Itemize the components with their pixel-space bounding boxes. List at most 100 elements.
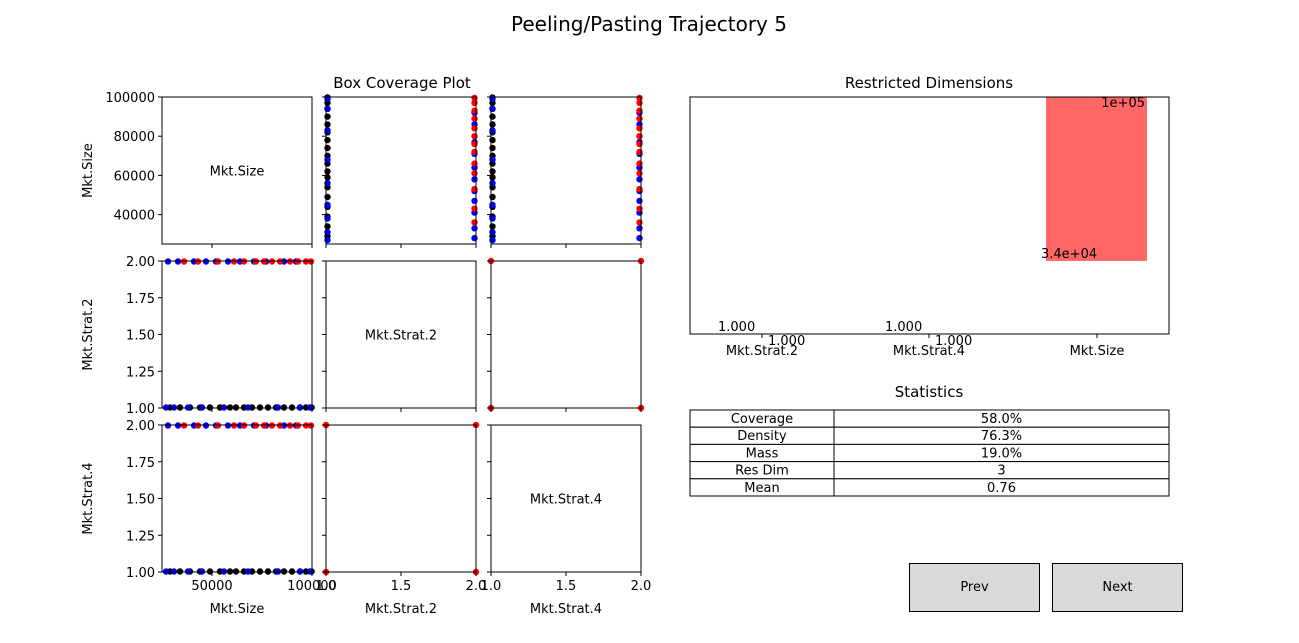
bar-low-label: 1.000	[718, 320, 755, 335]
x-tick-label: 2.0	[466, 579, 487, 594]
bar-group-Mkt.Size: 1e+05 3.4e+04 Mkt.Size	[1041, 96, 1147, 359]
scatter-point	[489, 127, 496, 134]
restricted-dimensions-title: Restricted Dimensions	[845, 74, 1013, 92]
table-row-label: Mass	[746, 446, 779, 461]
subplot-frame	[325, 96, 477, 245]
diagonal-label: Mkt.Strat.4	[530, 493, 602, 508]
scatter-point	[636, 225, 643, 232]
scatter-point	[489, 223, 496, 230]
scatter-point	[489, 229, 496, 236]
next-button[interactable]: Next	[1052, 563, 1183, 612]
subplot-Mkt.Size-vs-Mkt.Size: Mkt.Size	[161, 96, 313, 245]
category-label: Mkt.Strat.2	[726, 344, 798, 359]
scatter-point	[471, 94, 478, 102]
x-tick-label: 50000	[191, 579, 232, 594]
subplot-Mkt.Size-vs-Mkt.Strat.2	[324, 94, 478, 245]
subplot-Mkt.Strat.2-vs-Mkt.Strat.4	[487, 257, 645, 412]
scatter-point	[471, 176, 478, 183]
scatter-point	[324, 229, 331, 236]
subplot-frame	[490, 260, 642, 409]
scatter-point	[324, 168, 331, 175]
scatter-point	[489, 156, 496, 163]
subplot-frame	[161, 260, 313, 409]
y-tick-label: 1.00	[126, 566, 155, 581]
scatter-point	[471, 225, 478, 232]
table-row: Res Dim 3	[689, 461, 1170, 480]
x-tick-label: 1.0	[481, 579, 502, 594]
scatter-point	[471, 115, 478, 122]
scatter-point	[636, 219, 643, 226]
scatter-point	[471, 160, 478, 167]
scatter-point	[471, 125, 478, 132]
diagonal-label: Mkt.Strat.2	[365, 329, 437, 344]
scatter-point	[489, 236, 496, 244]
y-tick-label: 1.00	[126, 402, 155, 417]
y-axis-label: Mkt.Strat.4	[81, 462, 96, 534]
scatter-point	[324, 121, 331, 128]
table-row-value: 3	[997, 464, 1005, 479]
x-tick-label: 1.5	[391, 579, 412, 594]
subplot-Mkt.Strat.2-vs-Mkt.Strat.2: Mkt.Strat.2	[325, 260, 477, 409]
scatter-point	[636, 125, 643, 132]
table-row-label: Coverage	[731, 412, 793, 427]
scatter-point	[471, 205, 478, 212]
table-row: Density 76.3%	[689, 426, 1170, 445]
x-axis-label: Mkt.Strat.2	[365, 602, 437, 617]
x-tick-label: 2.0	[631, 579, 652, 594]
table-row-value: 19.0%	[981, 446, 1022, 461]
statistics-table: Coverage 58.0%Density 76.3%Mass 19.0%Res Di…	[689, 409, 1170, 497]
scatter-point	[324, 144, 331, 152]
scatter-point	[636, 115, 643, 122]
scatter-point	[471, 185, 478, 193]
diagonal-label: Mkt.Size	[210, 165, 265, 180]
x-axis-label: Mkt.Strat.4	[530, 602, 602, 617]
subplot-Mkt.Strat.2-vs-Mkt.Size	[161, 258, 315, 411]
x-tick-label: 100000	[287, 579, 337, 594]
scatter-point	[489, 180, 496, 187]
subplot-frame	[161, 424, 313, 573]
figure-title: Peeling/Pasting Trajectory 5	[511, 12, 787, 36]
statistics-title: Statistics	[895, 383, 964, 401]
y-tick-label: 1.75	[126, 456, 155, 471]
x-axis-label: Mkt.Size	[210, 602, 265, 617]
scatter-matrix: Mkt.Size Mkt.Strat.2 Mkt.Strat.4 40000 60000…	[81, 91, 651, 617]
bar-high-label: 1.000	[935, 334, 972, 349]
scatter-point	[489, 121, 496, 128]
scatter-point	[324, 156, 331, 163]
scatter-point	[471, 197, 478, 205]
bar-low-label: 1.000	[885, 320, 922, 335]
range-bar	[1046, 97, 1147, 261]
prev-button[interactable]: Prev	[909, 563, 1040, 612]
bar-low-label: 3.4e+04	[1041, 247, 1097, 262]
subplot-Mkt.Size-vs-Mkt.Strat.4	[489, 94, 643, 245]
scatter-point	[636, 148, 643, 156]
scatter-point	[324, 223, 331, 230]
y-axis-label: Mkt.Strat.2	[81, 298, 96, 370]
scatter-point	[324, 193, 331, 201]
scatter-point	[471, 148, 478, 156]
scatter-point	[636, 205, 643, 212]
subplot-Mkt.Strat.4-vs-Mkt.Strat.4: Mkt.Strat.4	[490, 424, 642, 573]
scatter-point	[636, 94, 643, 102]
y-tick-label: 1.25	[126, 365, 155, 380]
scatter-point	[636, 160, 643, 167]
y-tick-label: 2.00	[126, 419, 155, 434]
scatter-point	[324, 105, 331, 113]
table-row: Coverage 58.0%	[689, 409, 1170, 428]
scatter-point	[489, 193, 496, 201]
scatter-point	[489, 105, 496, 113]
scatter-point	[636, 197, 643, 205]
scatter-point	[489, 136, 496, 144]
table-row-value: 76.3%	[981, 429, 1022, 444]
scatter-point	[324, 201, 331, 208]
box-coverage-title: Box Coverage Plot	[333, 74, 471, 92]
y-tick-label: 2.00	[126, 255, 155, 270]
x-tick-label: 1.0	[316, 579, 337, 594]
scatter-point	[471, 140, 478, 148]
y-tick-label: 40000	[114, 209, 155, 224]
scatter-point	[471, 234, 478, 242]
subplot-frame	[325, 424, 477, 573]
restricted-dimensions-chart: 1.0001.000Mkt.Strat.21.0001.000Mkt.Strat…	[689, 96, 1170, 359]
